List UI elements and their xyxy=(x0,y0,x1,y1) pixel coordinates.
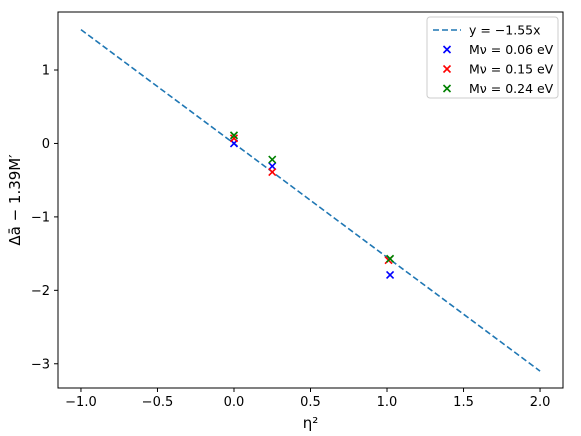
marker-stroke xyxy=(229,134,239,143)
x-axis-label: η² xyxy=(303,414,319,432)
y-tick-label: −2 xyxy=(31,284,50,299)
data-point-series-2 xyxy=(268,168,277,177)
legend-marker-swatch xyxy=(442,64,452,74)
x-tick-label: 0.0 xyxy=(224,395,245,410)
legend-marker-swatch xyxy=(442,84,452,93)
legend-label: y = −1.55x xyxy=(469,23,541,38)
marker-stroke xyxy=(268,162,277,171)
legend-box xyxy=(426,16,559,99)
legend-marker-swatch xyxy=(442,45,452,54)
data-point-series-3 xyxy=(268,155,277,164)
x-tick-label: 1.5 xyxy=(453,395,474,410)
data-point-series-3 xyxy=(386,254,395,263)
marker-stroke xyxy=(442,84,452,93)
data-layer xyxy=(80,28,541,372)
legend-label: Mν = 0.24 eV xyxy=(469,81,554,96)
legend-label: Mν = 0.06 eV xyxy=(469,42,554,57)
axes-layer: −1.0 −0.5 0.0 0.5 1.0 1.5 2.0 −3 −2 −1 0 1 xyxy=(31,64,551,410)
legend: y = −1.55x Mν = 0.06 eV Mν = 0.15 eV Mν = 0… xyxy=(426,16,559,99)
x-tick-label: 2.0 xyxy=(530,395,551,410)
marker-stroke xyxy=(442,64,452,74)
x-tick-label: 0.5 xyxy=(300,395,321,410)
marker-stroke xyxy=(442,45,452,54)
x-tick-label: 1.0 xyxy=(377,395,398,410)
legend-label: Mν = 0.15 eV xyxy=(469,62,554,77)
x-tick-label: −0.5 xyxy=(142,395,174,410)
marker-stroke xyxy=(386,254,395,263)
data-point-series-2 xyxy=(229,134,239,143)
marker-stroke xyxy=(386,270,395,279)
marker-stroke xyxy=(268,155,277,164)
data-point-series-1 xyxy=(386,270,395,279)
data-point-series-1 xyxy=(268,162,277,171)
x-tick-label: −1.0 xyxy=(65,395,97,410)
y-tick-label: −3 xyxy=(31,357,50,372)
y-axis-label: Δā − 1.39M′ xyxy=(6,154,24,246)
y-tick-label: 1 xyxy=(42,64,50,79)
y-tick-label: 0 xyxy=(42,137,50,152)
fit-line xyxy=(80,28,541,372)
marker-stroke xyxy=(268,168,277,177)
y-tick-label: −1 xyxy=(31,210,50,225)
data-point-series-3 xyxy=(229,131,239,140)
marker-stroke xyxy=(229,131,239,140)
